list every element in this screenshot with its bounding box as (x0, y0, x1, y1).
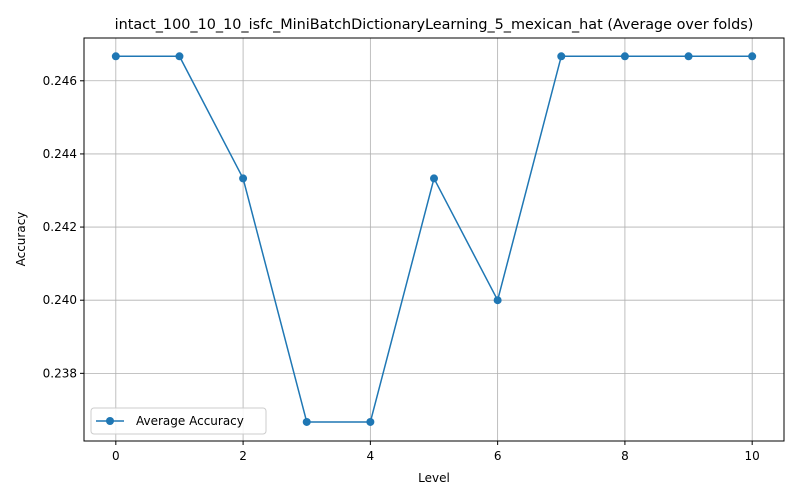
data-point (430, 174, 438, 183)
y-tick-label: 0.238 (43, 366, 77, 380)
data-point (239, 174, 248, 183)
y-tick-label: 0.240 (43, 293, 77, 307)
legend: Average Accuracy (90, 407, 267, 435)
y-tick-label: 0.244 (43, 147, 77, 161)
data-point (748, 52, 757, 61)
x-tick-label: 4 (367, 449, 375, 463)
y-tick-label: 0.242 (43, 220, 77, 234)
y-axis: 0.238 0.240 0.242 0.244 0.246 (43, 74, 84, 380)
x-tick-label: 8 (621, 449, 629, 463)
x-tick-label: 10 (745, 449, 760, 463)
legend-label: Average Accuracy (136, 414, 244, 428)
y-axis-label: Accuracy (14, 212, 28, 267)
plot-area (83, 37, 785, 442)
legend-marker (106, 417, 114, 425)
grid (84, 38, 784, 441)
data-point (557, 52, 566, 61)
x-tick-label: 6 (494, 449, 502, 463)
data-point (620, 52, 629, 61)
data-point (111, 52, 120, 61)
series-layer (111, 52, 757, 426)
x-tick-label: 2 (239, 449, 247, 463)
data-point (493, 296, 502, 305)
legend-box (90, 407, 267, 435)
data-point (366, 417, 375, 426)
x-axis: 0 2 4 6 8 10 (112, 441, 760, 463)
data-point (302, 417, 311, 426)
y-tick-label: 0.246 (43, 74, 77, 88)
data-point (684, 52, 693, 61)
x-axis-label: Level (418, 471, 450, 485)
chart-title: intact_100_10_10_isfc_MiniBatchDictionar… (115, 17, 754, 33)
x-tick-label: 0 (112, 449, 120, 463)
data-point (175, 52, 184, 61)
